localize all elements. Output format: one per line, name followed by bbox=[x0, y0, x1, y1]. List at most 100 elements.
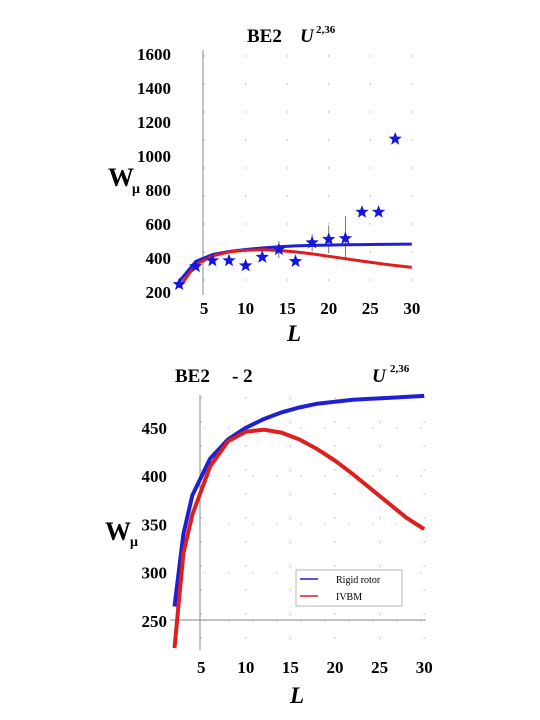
grid-dot bbox=[245, 55, 247, 57]
experimental-point bbox=[255, 250, 269, 263]
top-title-exponent: 2,36 bbox=[316, 24, 336, 36]
top-x-tick-label: 15 bbox=[279, 299, 296, 318]
grid-dot bbox=[348, 523, 350, 526]
grid-dot bbox=[300, 523, 302, 526]
grid-dot bbox=[252, 572, 254, 574]
grid-dot bbox=[203, 111, 205, 113]
bottom-ivbm-line bbox=[172, 427, 426, 649]
grid-dot bbox=[334, 565, 336, 567]
legend-ivbm-label: IVBM bbox=[336, 592, 362, 603]
top-ivbm-line bbox=[177, 248, 412, 289]
grid-dot bbox=[334, 445, 336, 447]
grid-dot bbox=[411, 139, 413, 141]
grid-dot bbox=[245, 517, 247, 519]
grid-dot bbox=[379, 421, 381, 423]
grid-dot bbox=[396, 475, 398, 477]
bottom-rigid-rotor-line bbox=[172, 393, 425, 607]
grid-dot bbox=[423, 445, 425, 447]
top-experimental-points bbox=[172, 132, 402, 290]
grid-dot bbox=[300, 427, 302, 429]
experimental-point bbox=[222, 253, 236, 267]
grid-dot bbox=[252, 523, 254, 526]
legend-rigid-rotor-label: Rigid rotor bbox=[336, 575, 381, 586]
grid-dot bbox=[348, 475, 350, 477]
grid-dot bbox=[203, 195, 205, 197]
grid-dot bbox=[420, 572, 422, 574]
grid-dot bbox=[289, 421, 292, 423]
grid-dot bbox=[289, 493, 292, 495]
grid-dot bbox=[286, 279, 288, 281]
bottom-y-axis-label-subscript: μ bbox=[130, 535, 138, 550]
grid-dot bbox=[411, 223, 413, 225]
legend: Rigid rotor IVBM bbox=[295, 569, 403, 607]
grid-dot bbox=[379, 637, 381, 639]
grid-dot bbox=[203, 55, 205, 57]
bottom-x-tick-label: 30 bbox=[416, 658, 433, 677]
grid-dot bbox=[420, 427, 422, 429]
grid-dot bbox=[289, 589, 292, 591]
grid-dot bbox=[200, 397, 202, 399]
grid-dot bbox=[411, 111, 413, 113]
grid-dot bbox=[423, 517, 425, 519]
top-y-axis-label-subscript: μ bbox=[132, 182, 140, 197]
grid-dot bbox=[334, 613, 336, 615]
grid-dot bbox=[334, 469, 336, 471]
bottom-x-tick-label: 15 bbox=[282, 658, 299, 677]
bottom-y-axis-label: W bbox=[105, 517, 131, 546]
grid-dot bbox=[369, 83, 371, 85]
grid-dot bbox=[423, 541, 425, 543]
grid-dot bbox=[286, 223, 288, 225]
grid-dot bbox=[328, 167, 330, 169]
grid-dot bbox=[203, 139, 205, 141]
grid-dot bbox=[423, 613, 425, 615]
grid-dot bbox=[245, 541, 247, 543]
top-x-tick-labels: 5 10 15 20 25 30 bbox=[200, 299, 421, 318]
grid-dot bbox=[245, 83, 247, 85]
bottom-title-exponent: 2,36 bbox=[390, 363, 410, 375]
grid-dot bbox=[289, 613, 292, 615]
top-grid-dots bbox=[203, 55, 413, 281]
experimental-point bbox=[205, 253, 220, 267]
grid-dot bbox=[245, 493, 247, 495]
top-y-tick-label: 800 bbox=[146, 181, 172, 200]
top-y-tick-label: 1600 bbox=[137, 45, 171, 64]
top-y-tick-label: 200 bbox=[146, 283, 172, 302]
grid-dot bbox=[372, 475, 374, 477]
grid-dot bbox=[203, 83, 205, 85]
grid-dot bbox=[204, 620, 206, 622]
grid-dot bbox=[200, 589, 202, 591]
grid-dot bbox=[245, 279, 247, 281]
grid-dot bbox=[379, 469, 381, 471]
grid-dot bbox=[423, 637, 425, 639]
grid-dot bbox=[276, 572, 278, 574]
bottom-x-axis-label: L bbox=[289, 683, 304, 708]
top-y-tick-label: 1000 bbox=[137, 147, 171, 166]
grid-dot bbox=[289, 397, 292, 399]
grid-dot bbox=[200, 541, 202, 543]
grid-dot bbox=[369, 223, 371, 225]
grid-dot bbox=[228, 572, 230, 574]
bottom-y-tick-label: 250 bbox=[142, 612, 168, 631]
experimental-point bbox=[305, 235, 319, 249]
top-y-axis-label: W bbox=[108, 163, 134, 192]
grid-dot bbox=[289, 541, 292, 543]
grid-dot bbox=[276, 620, 278, 622]
top-y-tick-labels: 200 400 600 800 1000 1200 1400 1600 bbox=[137, 45, 171, 302]
experimental-point bbox=[288, 254, 303, 268]
top-x-tick-label: 5 bbox=[200, 299, 209, 318]
experimental-point bbox=[239, 258, 253, 272]
bottom-y-tick-label: 350 bbox=[142, 515, 168, 534]
grid-dot bbox=[286, 83, 288, 85]
grid-dot bbox=[324, 427, 326, 429]
grid-dot bbox=[379, 541, 381, 543]
grid-dot bbox=[245, 195, 247, 197]
grid-dot bbox=[245, 445, 247, 447]
grid-dot bbox=[411, 167, 413, 169]
grid-dot bbox=[245, 589, 247, 591]
grid-dot bbox=[286, 55, 288, 57]
experimental-point bbox=[322, 232, 336, 245]
grid-dot bbox=[369, 111, 371, 113]
grid-dot bbox=[420, 475, 422, 477]
grid-dot bbox=[369, 167, 371, 169]
